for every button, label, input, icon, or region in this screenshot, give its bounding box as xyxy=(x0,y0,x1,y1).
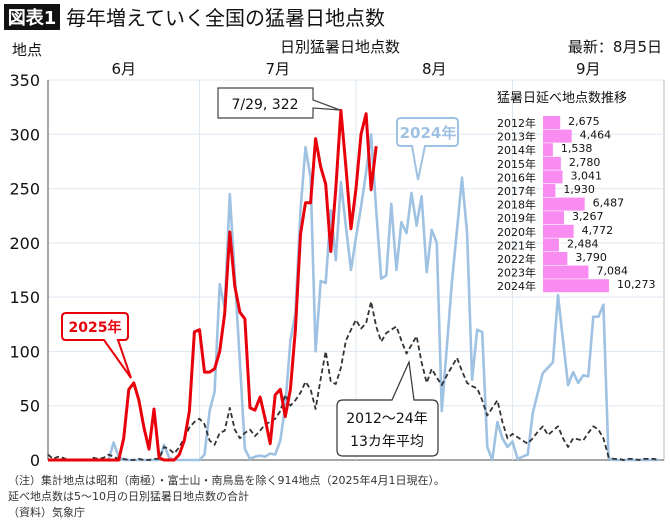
y-tick-labels: 0 50 100 150 200 250 300 350 xyxy=(9,71,40,470)
y-tick-label: 150 xyxy=(9,288,40,307)
inset-value-label: 3,790 xyxy=(575,251,607,264)
inset-bar xyxy=(543,143,553,157)
label-average-line1: 2012～24年 xyxy=(346,411,427,427)
inset-value-label: 3,041 xyxy=(571,169,603,182)
inset-bar xyxy=(543,238,559,252)
y-axis-unit: 地点 xyxy=(12,41,42,59)
inset-bar-chart: 猛暑日延べ地点数推移 2012年 2,675 2013年 4,464 2014年 1,53… xyxy=(497,91,656,293)
note-source: （資料）気象庁 xyxy=(8,506,85,519)
inset-year-label: 2021年 xyxy=(497,238,536,252)
inset-value-label: 4,464 xyxy=(580,129,612,142)
inset-value-label: 2,675 xyxy=(568,115,600,128)
chart-subtitle: 日別猛暑日地点数 xyxy=(280,38,400,56)
callout-average: 2012～24年 13カ年平均 xyxy=(336,359,439,457)
inset-value-label: 2,780 xyxy=(569,156,601,169)
series-line xyxy=(47,300,660,461)
month-label: 7月 xyxy=(265,60,290,78)
month-label: 9月 xyxy=(576,60,601,78)
inset-value-label: 3,267 xyxy=(572,210,604,223)
series-lines xyxy=(47,108,660,462)
inset-year-label: 2023年 xyxy=(497,266,536,280)
inset-bar xyxy=(543,279,609,293)
latest-date: 最新：8月5日 xyxy=(568,38,662,56)
inset-year-label: 2019年 xyxy=(497,211,536,225)
y-tick-label: 350 xyxy=(9,71,40,90)
y-tick-label: 200 xyxy=(9,234,40,253)
inset-value-label: 1,930 xyxy=(563,183,595,196)
y-tick-label: 100 xyxy=(9,342,40,361)
inset-year-label: 2012年 xyxy=(497,116,536,130)
inset-value-label: 2,484 xyxy=(567,237,599,250)
inset-value-label: 4,772 xyxy=(582,224,614,237)
inset-value-label: 1,538 xyxy=(561,142,593,155)
peak-label: 7/29, 322 xyxy=(231,97,298,113)
inset-bar xyxy=(543,156,561,170)
inset-bar xyxy=(543,265,589,279)
inset-bar xyxy=(543,129,572,143)
label-2024: 2024年 xyxy=(400,124,457,142)
inset-bar xyxy=(543,170,563,184)
month-labels: 6月 7月 8月 9月 xyxy=(111,60,600,78)
label-average-line2: 13カ年平均 xyxy=(350,434,424,450)
inset-value-label: 7,084 xyxy=(597,265,629,278)
inset-year-label: 2017年 xyxy=(497,184,536,198)
peak-callout: 7/29, 322 xyxy=(217,87,341,119)
inset-year-label: 2022年 xyxy=(497,252,536,266)
inset-value-label: 10,273 xyxy=(617,278,656,291)
inset-title: 猛暑日延べ地点数推移 xyxy=(497,91,627,106)
inset-bar xyxy=(543,252,568,265)
series-line xyxy=(48,108,378,462)
inset-bar xyxy=(543,224,574,238)
figure-badge-bg xyxy=(4,4,60,30)
inset-bar xyxy=(543,197,585,211)
note-1: （注）集計地点は昭和（南極）・富士山・南鳥島を除く914地点（2025年4月1日… xyxy=(8,474,445,487)
inset-year-label: 2020年 xyxy=(497,225,536,239)
figure-badge: 図表1 xyxy=(8,7,57,29)
label-2025: 2025年 xyxy=(69,319,122,336)
inset-year-label: 2014年 xyxy=(497,143,536,157)
y-tick-label: 0 xyxy=(30,451,40,470)
figure-title: 毎年増えていく全国の猛暑日地点数 xyxy=(66,6,385,30)
month-label: 6月 xyxy=(111,60,136,78)
inset-year-label: 2016年 xyxy=(497,170,536,184)
callout-2024: 2024年 xyxy=(396,117,459,181)
y-tick-label: 250 xyxy=(9,180,40,199)
month-label: 8月 xyxy=(422,60,447,78)
inset-year-label: 2024年 xyxy=(497,279,536,293)
inset-bar xyxy=(543,116,561,129)
y-tick-label: 50 xyxy=(20,397,40,416)
callout-2025: 2025年 xyxy=(61,312,132,379)
y-tick-label: 300 xyxy=(9,125,40,144)
note-2: 延べ地点数は5～10月の日別猛暑日地点数の合計 xyxy=(8,490,249,503)
inset-bar xyxy=(543,211,564,225)
inset-year-label: 2018年 xyxy=(497,198,536,212)
inset-year-label: 2013年 xyxy=(497,130,536,144)
inset-bar xyxy=(543,184,556,197)
inset-year-label: 2015年 xyxy=(497,157,536,171)
inset-value-label: 6,487 xyxy=(593,197,625,210)
